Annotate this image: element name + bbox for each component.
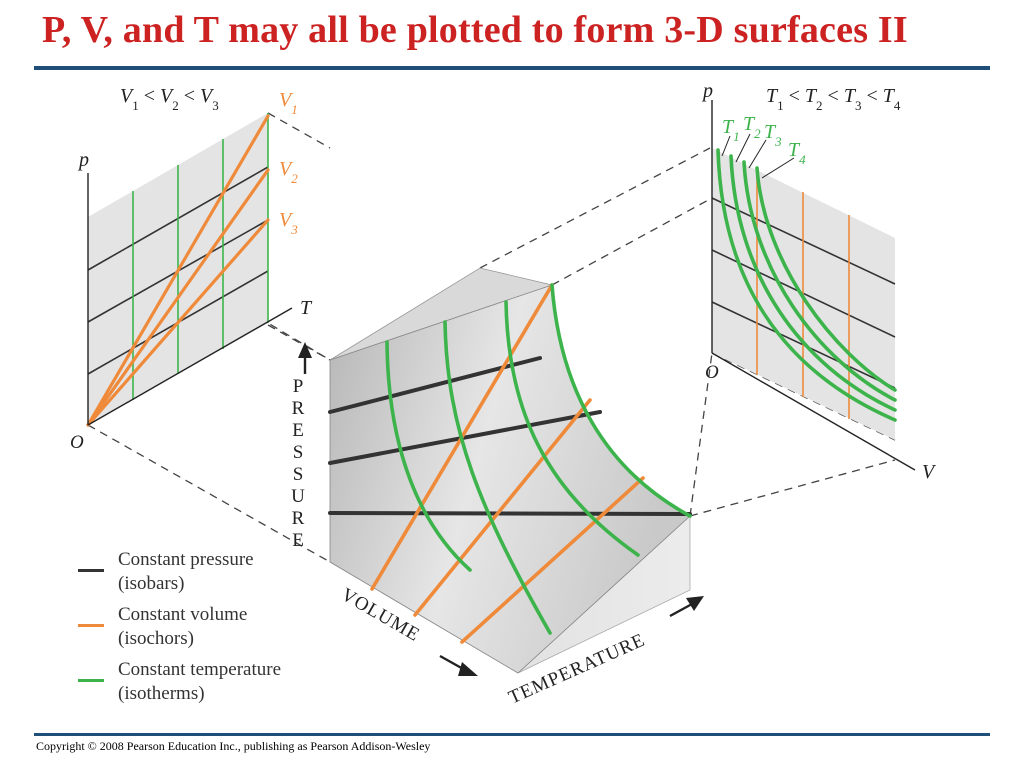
pt-isochor-v3 [86,218,270,427]
pvt-surface [328,267,692,674]
pv-isotherm-t2 [729,154,897,412]
pt-origin-label: O [70,432,84,453]
pt-label-v1: V1 [279,89,298,117]
pt-t-axis [87,307,293,426]
pt-p-axis-label: p [77,149,89,171]
projection-line [87,424,331,563]
projection-line [479,147,711,269]
pt-isochor-v2 [86,168,270,427]
pv-v-axis [711,352,916,471]
pt-isochor-v1 [86,114,270,427]
legend-line2: (isotherms) [118,683,205,704]
legend-item-isochors: Constant volume (isochors) [78,603,308,658]
pv-condition: T1 < T2 < T3 < T4 [766,85,901,113]
legend-text: Constant temperature (isotherms) [118,658,281,706]
surface-isochor [413,398,592,617]
legend-item-isobars: Constant pressure (isobars) [78,548,308,603]
footer-divider [34,733,990,736]
surface-isobar [328,410,602,465]
projection-line [551,197,713,286]
legend-text: Constant pressure (isobars) [118,548,254,596]
pv-panel: p V O T1 < T2 < T3 < T4 T1 T2 T3 T4 [701,80,937,483]
surface-isochor [460,476,645,644]
projection-line [267,324,331,361]
legend-item-isotherms: Constant temperature (isotherms) [78,658,308,713]
pressure-axis-label: PRESSURE [288,376,309,552]
pv-label-leaders [721,133,795,179]
projection-line [689,459,896,517]
surface-isotherm [550,283,692,518]
legend-swatch-isotherm [78,679,104,682]
temperature-arrow [669,596,704,618]
legend-line1: Constant volume [118,604,248,625]
surface-isobar [328,511,692,516]
pv-label-t1: T1 [722,116,740,144]
title-divider [34,66,990,70]
legend-text: Constant volume (isochors) [118,603,247,651]
pv-origin-label: O [705,362,719,383]
pt-label-v3: V3 [279,209,298,237]
legend-line1: Constant temperature [118,659,282,680]
copyright-notice: Copyright © 2008 Pearson Education Inc.,… [36,739,431,753]
pt-label-v2: V2 [279,158,298,186]
pt-t-axis-label: T [300,297,313,319]
slide-title: P, V, and T may all be plotted to form 3… [42,9,908,51]
surface-isotherm [443,320,552,635]
pv-isotherm-t4 [755,166,897,392]
pt-isochors [86,114,270,427]
projection-line [267,112,331,149]
legend-line1: Constant pressure [118,549,254,570]
pressure-arrow [298,342,312,374]
pv-isotherms [716,148,897,422]
pvt-surface-diagram: p T O V1 < V2 < V3 V1 V2 V3 [70,80,937,709]
leader-line [721,135,731,157]
surface-isotherm [385,340,472,572]
pt-panel: p T O V1 < V2 < V3 V1 V2 V3 [70,85,313,453]
legend-line2: (isobars) [118,573,185,594]
pv-p-axis-label: p [701,80,713,102]
volume-arrow [439,654,478,676]
leader-line [748,139,767,169]
pv-isotherm-t3 [742,160,897,402]
pv-isotherm-t1 [716,148,897,422]
legend: Constant pressure (isobars) Constant vol… [78,548,308,713]
pv-v-axis-label: V [922,461,937,483]
pv-label-t3: T3 [764,121,782,149]
surface-isotherms [385,283,692,635]
legend-swatch-isochor [78,624,104,627]
legend-swatch-isobar [78,569,104,572]
pt-condition: V1 < V2 < V3 [120,85,219,113]
leader-line [761,157,795,179]
pv-label-t4: T4 [788,139,806,167]
legend-line2: (isochors) [118,628,194,649]
pv-label-t2: T2 [743,113,761,141]
surface-isotherm [504,300,640,557]
leader-line [735,133,751,163]
